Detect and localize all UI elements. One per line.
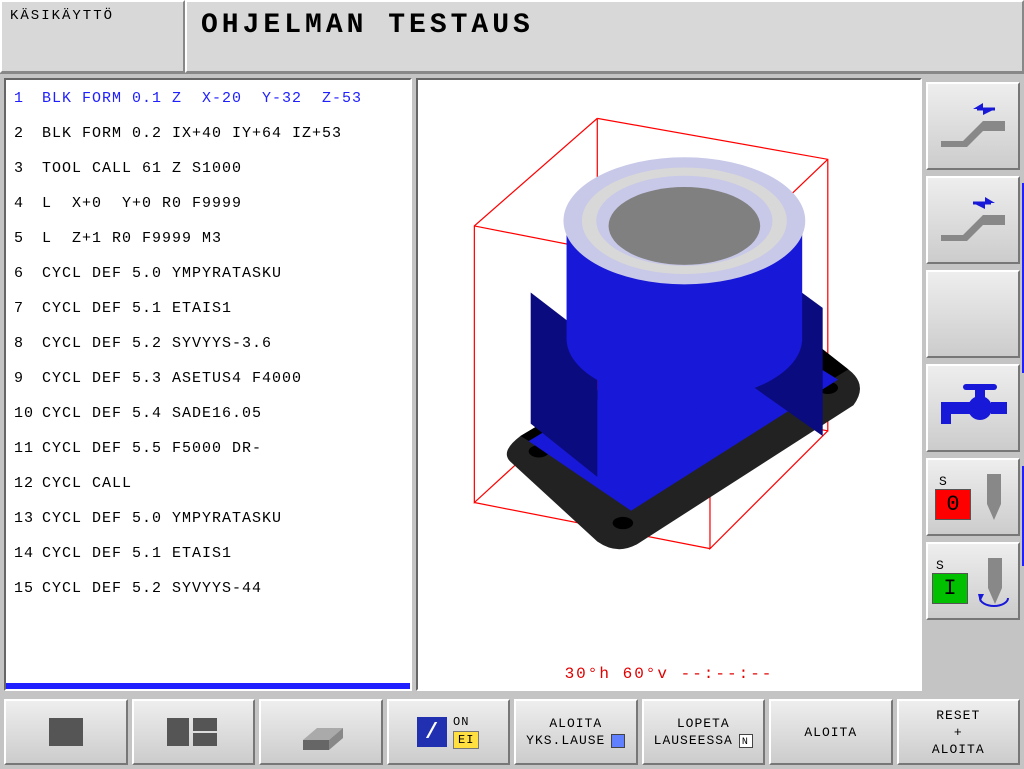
b4-line1: ALOITA xyxy=(549,716,602,731)
view-solid-button[interactable] xyxy=(4,699,128,765)
main-area: 1BLK FORM 0.1 Z X-20 Y-32 Z-53 2BLK FORM … xyxy=(0,74,1024,695)
b7-line2: + xyxy=(954,725,963,740)
header-title: OHJELMAN TESTAUS xyxy=(185,0,1024,73)
header: KÄSIKÄYTTÖ OHJELMAN TESTAUS xyxy=(0,0,1024,74)
feed-prev-button[interactable] xyxy=(926,82,1020,170)
coolant-button[interactable] xyxy=(926,364,1020,452)
slash-icon: / xyxy=(417,717,447,747)
solid-square-icon xyxy=(41,712,91,752)
right-toolbar: S 0 S I xyxy=(922,78,1024,691)
spindle1-label: S xyxy=(932,558,968,573)
content: 1BLK FORM 0.1 Z X-20 Y-32 Z-53 2BLK FORM … xyxy=(4,78,922,691)
stop-at-block-button[interactable]: LOPETA LAUSEESSA N xyxy=(642,699,766,765)
on-label: ON xyxy=(453,715,479,729)
cylinder xyxy=(563,157,805,400)
b4-indicator xyxy=(611,734,625,748)
bottom-softkeys: / ON EI ALOITA YKS.LAUSE LOPETA LAUSEESS… xyxy=(0,695,1024,769)
b5-line1: LOPETA xyxy=(677,716,730,731)
code-line[interactable]: 6CYCL DEF 5.0 YMPYRATASKU xyxy=(14,265,402,282)
spindle-on-button[interactable]: S I xyxy=(926,542,1020,620)
code-line[interactable]: 1BLK FORM 0.1 Z X-20 Y-32 Z-53 xyxy=(14,90,402,107)
b5-line2: LAUSEESSA xyxy=(654,733,733,748)
code-line[interactable]: 12CYCL CALL xyxy=(14,475,402,492)
tool-icon xyxy=(977,470,1011,524)
lever-left-icon xyxy=(933,101,1013,151)
code-line[interactable]: 7CYCL DEF 5.1 ETAIS1 xyxy=(14,300,402,317)
code-line[interactable]: 15CYCL DEF 5.2 SYVYYS-44 xyxy=(14,580,402,597)
code-panel[interactable]: 1BLK FORM 0.1 Z X-20 Y-32 Z-53 2BLK FORM … xyxy=(4,78,412,691)
view-iso-button[interactable] xyxy=(259,699,383,765)
b4-line2: YKS.LAUSE xyxy=(526,733,605,748)
code-line[interactable]: 8CYCL DEF 5.2 SYVYYS-3.6 xyxy=(14,335,402,352)
feed-next-button[interactable] xyxy=(926,176,1020,264)
ei-label: EI xyxy=(453,731,479,749)
spindle0-value: 0 xyxy=(935,489,971,520)
view-3plane-button[interactable] xyxy=(132,699,256,765)
blank-button[interactable] xyxy=(926,270,1020,358)
start-single-button[interactable]: ALOITA YKS.LAUSE xyxy=(514,699,638,765)
spindle0-label: S xyxy=(935,474,971,489)
spindle-off-button[interactable]: S 0 xyxy=(926,458,1020,536)
code-line[interactable]: 13CYCL DEF 5.0 YMPYRATASKU xyxy=(14,510,402,527)
b7-line3: ALOITA xyxy=(932,742,985,757)
start-button[interactable]: ALOITA xyxy=(769,699,893,765)
code-line[interactable]: 5L Z+1 R0 F9999 M3 xyxy=(14,230,402,247)
viewport-status: 30°h 60°v --:--:-- xyxy=(418,665,920,683)
code-scrollbar[interactable] xyxy=(6,683,410,689)
code-line[interactable]: 2BLK FORM 0.2 IX+40 IY+64 IZ+53 xyxy=(14,125,402,142)
code-line[interactable]: 9CYCL DEF 5.3 ASETUS4 F4000 xyxy=(14,370,402,387)
faucet-icon xyxy=(933,378,1013,438)
code-line[interactable]: 10CYCL DEF 5.4 SADE16.05 xyxy=(14,405,402,422)
b7-line1: RESET xyxy=(936,708,980,723)
part-render xyxy=(418,80,920,689)
tool-rotate-icon xyxy=(974,554,1014,608)
spindle1-value: I xyxy=(932,573,968,604)
header-mode: KÄSIKÄYTTÖ xyxy=(0,0,185,73)
lever-right-icon xyxy=(933,195,1013,245)
b5-indicator: N xyxy=(739,734,753,748)
reset-start-button[interactable]: RESET + ALOITA xyxy=(897,699,1021,765)
iso-block-icon xyxy=(291,710,351,754)
code-line[interactable]: 4L X+0 Y+0 R0 F9999 xyxy=(14,195,402,212)
three-view-icon xyxy=(163,712,223,752)
code-line[interactable]: 14CYCL DEF 5.1 ETAIS1 xyxy=(14,545,402,562)
toggle-display-button[interactable]: / ON EI xyxy=(387,699,511,765)
code-line[interactable]: 3TOOL CALL 61 Z S1000 xyxy=(14,160,402,177)
viewport-3d[interactable]: 30°h 60°v --:--:-- xyxy=(416,78,922,691)
code-line[interactable]: 11CYCL DEF 5.5 F5000 DR- xyxy=(14,440,402,457)
b6-label: ALOITA xyxy=(804,725,857,740)
